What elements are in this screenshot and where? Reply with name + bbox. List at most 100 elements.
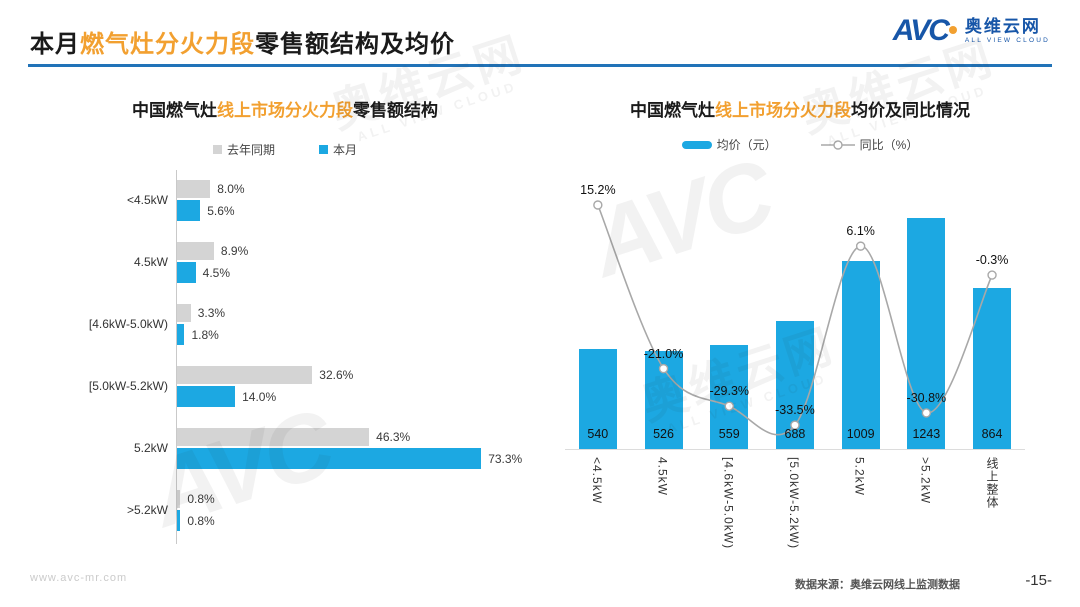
logo-brand: 奥维云网: [964, 17, 1041, 37]
left-chart-legend: 去年同期 本月: [70, 141, 500, 158]
page-number: -15-: [1025, 572, 1052, 589]
right-chart-legend: 均价（元） 同比（%）: [570, 136, 1030, 153]
bar: [177, 180, 211, 198]
yoy-point-marker: [855, 241, 866, 251]
bar-value-label: 32.6%: [319, 368, 354, 382]
left-title-prefix: 中国燃气灶: [132, 101, 217, 120]
yoy-point-marker: [593, 200, 603, 210]
bar-value-label: 5.6%: [207, 203, 235, 218]
bar-value-label: 46.3%: [376, 430, 411, 444]
yoy-value-label: 15.2%: [580, 183, 616, 197]
category-label: [5.0kW-5.2kW): [786, 457, 801, 550]
yoy-value-label: -21.0%: [643, 346, 684, 361]
this-month-swatch-icon: [319, 145, 328, 154]
bar: [841, 261, 880, 449]
bar-value-label: 559: [718, 427, 740, 441]
category-label: [4.6kW-5.0kW): [88, 317, 168, 331]
legend-item-this-month: 本月: [319, 141, 357, 158]
right-chart-title: 中国燃气灶线上市场分火力段均价及同比情况: [570, 96, 1030, 121]
bar-value-label: 4.5%: [202, 265, 231, 280]
last-year-swatch-icon: [212, 145, 222, 154]
legend-label: 去年同期: [226, 143, 275, 157]
category-label: >5.2kW: [126, 503, 168, 517]
bar-value-label: 14.0%: [242, 389, 277, 404]
bar: [177, 200, 201, 221]
right-title-highlight: 线上市场分火力段: [715, 101, 851, 120]
category-label: [4.6kW-5.0kW): [721, 457, 736, 550]
right-title-prefix: 中国燃气灶: [630, 101, 715, 120]
category-label: >5.2kW: [918, 457, 933, 505]
bar-value-label: 864: [981, 427, 1003, 441]
avc-logo-text: AVC: [892, 14, 950, 47]
bar: [578, 348, 617, 449]
category-label: <4.5kW: [589, 457, 604, 505]
avc-logo: AVC 奥维云网 ALL VIEW CLOUD: [893, 16, 1050, 46]
yoy-point-marker: [790, 420, 800, 430]
legend-label: 均价（元）: [716, 138, 777, 152]
bar: [177, 386, 236, 407]
yoy-point-marker: [987, 270, 997, 280]
yoy-value-label: -29.3%: [709, 384, 750, 399]
bar-value-label: 540: [587, 427, 609, 441]
retail-structure-chart: <4.5kW 8.0% 5.6% 4.5kW 8.9% 4.5% [4.6kW-5.0kW)…: [80, 170, 525, 555]
bar-value-label: 3.3%: [197, 306, 226, 320]
bar: [177, 304, 191, 322]
bar: [973, 288, 1012, 449]
avg-price-swatch-icon: [681, 140, 712, 149]
bar: [177, 242, 214, 260]
category-label: [5.0kW-5.2kW): [88, 379, 168, 393]
right-title-suffix: 均价及同比情况: [851, 101, 970, 120]
avc-logo-dot-icon: [948, 26, 957, 34]
page-title: 本月燃气灶分火力段零售额结构及均价: [30, 24, 455, 59]
bar: [177, 448, 482, 469]
yoy-point-marker: [724, 401, 734, 411]
category-label: 5.2kW: [852, 457, 867, 497]
watermark-cn: 奥维云网: [794, 30, 1001, 142]
bar: [710, 345, 749, 449]
bar-value-label: 0.8%: [187, 513, 215, 528]
page-title-suffix: 零售额结构及均价: [255, 31, 455, 58]
category-label: 5.2kW: [133, 441, 168, 455]
page-title-highlight: 燃气灶分火力段: [80, 31, 255, 58]
bar: [177, 324, 185, 345]
legend-item-last-year: 去年同期: [212, 141, 275, 158]
bar-value-label: 8.9%: [220, 244, 249, 258]
category-label: 4.5kW: [655, 457, 670, 497]
left-title-highlight: 线上市场分火力段: [217, 101, 353, 120]
category-label: 4.5kW: [133, 255, 168, 269]
bar-value-label: 8.0%: [217, 182, 245, 196]
bar: [177, 262, 196, 283]
category-label: <4.5kW: [126, 193, 168, 207]
bar-value-label: 73.3%: [488, 451, 523, 466]
left-chart-title: 中国燃气灶线上市场分火力段零售额结构: [70, 96, 500, 121]
yoy-point-marker: [921, 408, 932, 418]
logo-tagline: ALL VIEW CLOUD: [964, 36, 1050, 44]
bar-value-label: 526: [653, 427, 674, 441]
bar-value-label: 1009: [846, 427, 875, 441]
yoy-line-icon: [820, 139, 855, 150]
bar: [177, 366, 313, 384]
website-url: www.avc-mr.com: [30, 572, 128, 584]
avg-price-yoy-chart: 540 <4.5kW 526 4.5kW 559 [4.6kW-5.0kW) 688 [5.0…: [565, 165, 1025, 575]
bar: [177, 510, 181, 531]
yoy-line: [593, 200, 997, 436]
data-source: 数据来源：奥维云网线上监测数据: [795, 579, 960, 591]
yoy-value-label: -0.3%: [975, 253, 1009, 268]
yoy-value-label: 6.1%: [846, 224, 875, 239]
bar-value-label: 1.8%: [191, 327, 219, 342]
bar: [177, 490, 181, 508]
legend-item-avg-price: 均价（元）: [681, 136, 777, 153]
bar-value-label: 688: [784, 427, 806, 441]
yoy-point-marker: [658, 363, 669, 374]
right-chart-baseline: [565, 449, 1025, 450]
left-chart-axis: [176, 170, 177, 544]
yoy-value-label: -33.5%: [775, 403, 815, 418]
legend-label: 同比（%）: [859, 138, 919, 152]
legend-item-yoy: 同比（%）: [820, 136, 919, 153]
legend-label: 本月: [333, 143, 358, 157]
page-title-prefix: 本月: [30, 31, 80, 58]
bar: [177, 428, 370, 446]
category-label: 线上整体: [985, 457, 1000, 509]
yoy-value-label: -30.8%: [906, 390, 947, 405]
